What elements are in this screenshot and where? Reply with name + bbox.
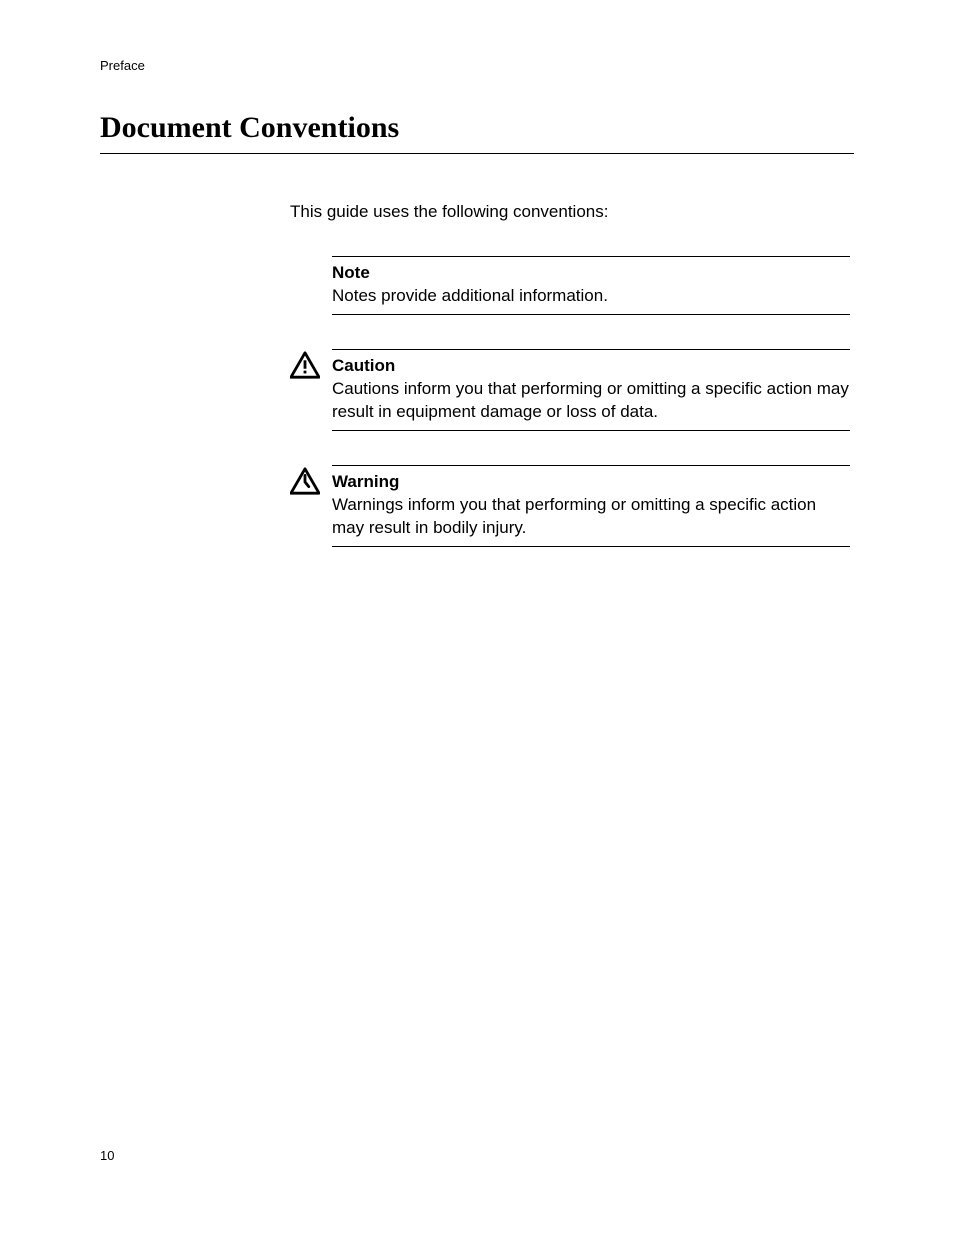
page-number: 10 — [100, 1148, 114, 1163]
note-callout: Note Notes provide additional informatio… — [290, 256, 850, 315]
intro-text: This guide uses the following convention… — [290, 202, 850, 222]
caution-triangle-icon — [290, 351, 332, 379]
caution-callout: Caution Cautions inform you that perform… — [290, 349, 850, 431]
caution-text: Cautions inform you that performing or o… — [332, 378, 850, 424]
warning-icon-slot — [290, 465, 332, 495]
document-page: Preface Document Conventions This guide … — [0, 0, 954, 1235]
note-title: Note — [332, 263, 850, 283]
caution-icon-slot — [290, 349, 332, 379]
note-text: Notes provide additional information. — [332, 285, 850, 308]
note-icon-slot — [290, 256, 332, 258]
caution-body: Caution Cautions inform you that perform… — [332, 349, 850, 431]
warning-callout: Warning Warnings inform you that perform… — [290, 465, 850, 547]
warning-text: Warnings inform you that performing or o… — [332, 494, 850, 540]
note-body: Note Notes provide additional informatio… — [332, 256, 850, 315]
caution-title: Caution — [332, 356, 850, 376]
running-head: Preface — [100, 58, 854, 73]
section-title: Document Conventions — [100, 111, 854, 154]
warning-triangle-icon — [290, 467, 332, 495]
body-column: This guide uses the following convention… — [290, 202, 850, 547]
warning-body: Warning Warnings inform you that perform… — [332, 465, 850, 547]
warning-title: Warning — [332, 472, 850, 492]
